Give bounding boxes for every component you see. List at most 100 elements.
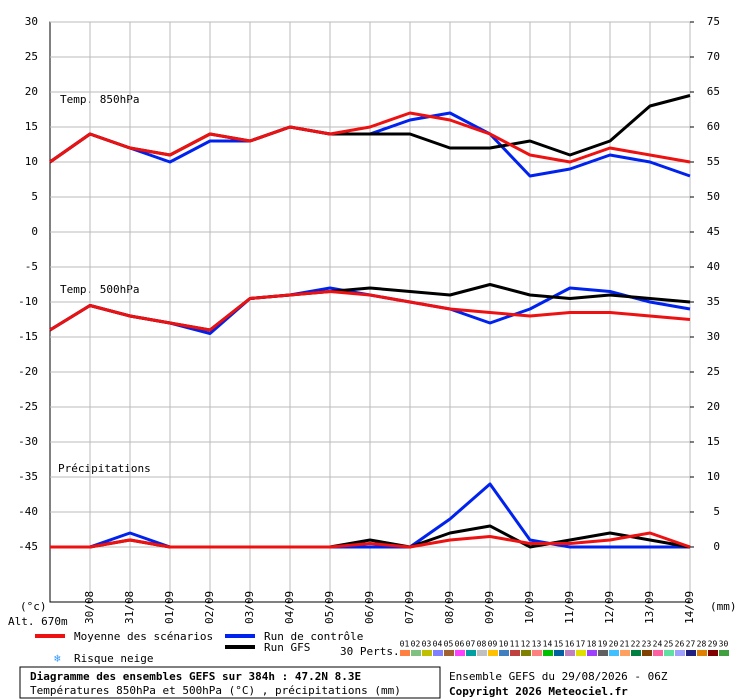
y-tick-label: -45: [18, 540, 38, 553]
pert-swatch: [686, 650, 696, 656]
y-tick-label: 0: [31, 225, 38, 238]
pert-number: 11: [510, 640, 520, 649]
altitude: Alt. 670m: [8, 615, 68, 628]
y-tick-label: -25: [18, 400, 38, 413]
pert-number: 21: [620, 640, 630, 649]
y-tick-label: 30: [25, 15, 38, 28]
series-line: [49, 111, 691, 164]
y2-tick-label: 20: [707, 400, 720, 413]
legend-label: Run GFS: [264, 641, 310, 654]
panel-label: Précipitations: [58, 462, 151, 475]
y2-tick-label: 15: [707, 435, 720, 448]
pert-number: 13: [532, 640, 542, 649]
y2-tick-label: 70: [707, 50, 720, 63]
pert-number: 06: [455, 640, 465, 649]
y2-tick-label: 55: [707, 155, 720, 168]
pert-swatch: [510, 650, 520, 656]
panel-label: Temp. 500hPa: [60, 283, 139, 296]
pert-number: 12: [521, 640, 531, 649]
y-tick-label: -15: [18, 330, 38, 343]
y-tick-label: -35: [18, 470, 38, 483]
pert-number: 04: [433, 640, 443, 649]
pert-swatch: [609, 650, 619, 656]
y2-tick-label: 75: [707, 15, 720, 28]
pert-number: 18: [587, 640, 597, 649]
pert-number: 19: [598, 640, 608, 649]
panel-label: Temp. 850hPa: [60, 93, 139, 106]
y-tick-label: -40: [18, 505, 38, 518]
y-tick-label: -20: [18, 365, 38, 378]
pert-swatch: [675, 650, 685, 656]
pert-swatch: [664, 650, 674, 656]
footer-copyright: Copyright 2026 Meteociel.fr: [449, 685, 628, 698]
legend-label: Moyenne des scénarios: [74, 630, 213, 643]
x-tick-label: 14/09: [683, 591, 696, 624]
x-tick-label: 03/09: [243, 591, 256, 624]
y-tick-label: 15: [25, 120, 38, 133]
footer-title: Diagramme des ensembles GEFS sur 384h : …: [30, 670, 361, 683]
series-line: [50, 482, 690, 549]
pert-number: 10: [499, 640, 509, 649]
snow-icon: ❄: [54, 652, 61, 665]
pert-swatch: [521, 650, 531, 656]
pert-swatch: [455, 650, 465, 656]
pert-swatch: [620, 650, 630, 656]
y-tick-label: 10: [25, 155, 38, 168]
y2-tick-label: 60: [707, 120, 720, 133]
pert-swatch: [576, 650, 586, 656]
pert-swatch: [631, 650, 641, 656]
pert-swatch: [433, 650, 443, 656]
x-tick-label: 30/08: [83, 591, 96, 624]
pert-number: 24: [653, 640, 663, 649]
y-tick-label: -10: [18, 295, 38, 308]
pert-number: 02: [411, 640, 421, 649]
y2-tick-label: 40: [707, 260, 720, 273]
y-tick-label: 5: [31, 190, 38, 203]
perts-label: 30 Perts.: [340, 645, 400, 658]
pert-swatch: [719, 650, 729, 656]
footer-run: Ensemble GEFS du 29/08/2026 - 06Z: [449, 670, 668, 683]
pert-number: 16: [565, 640, 575, 649]
x-tick-label: 11/09: [563, 591, 576, 624]
pert-swatch: [565, 650, 575, 656]
pert-number: 05: [444, 640, 454, 649]
pert-swatch: [499, 650, 509, 656]
footer-box: [19, 666, 441, 699]
y2-tick-label: 45: [707, 225, 720, 238]
y2-tick-label: 25: [707, 365, 720, 378]
pert-swatch: [477, 650, 487, 656]
footer-subtitle: Températures 850hPa et 500hPa (°C) , pré…: [30, 684, 401, 697]
x-tick-label: 02/09: [203, 591, 216, 624]
pert-swatch: [543, 650, 553, 656]
pert-number: 17: [576, 640, 586, 649]
pert-swatch: [488, 650, 498, 656]
x-tick-label: 10/09: [523, 591, 536, 624]
y-tick-label: -30: [18, 435, 38, 448]
pert-number: 22: [631, 640, 641, 649]
y-tick-label: 25: [25, 50, 38, 63]
pert-swatch: [532, 650, 542, 656]
x-tick-label: 01/09: [163, 591, 176, 624]
snow-label: Risque neige: [74, 652, 153, 665]
y2-tick-label: 65: [707, 85, 720, 98]
lines: [49, 94, 691, 549]
x-tick-label: 08/09: [443, 591, 456, 624]
legend-label: Run de contrôle: [264, 630, 363, 643]
y2-tick-label: 5: [713, 505, 720, 518]
x-tick-label: 31/08: [123, 591, 136, 624]
pert-number: 03: [422, 640, 432, 649]
pert-number: 23: [642, 640, 652, 649]
x-tick-label: 09/09: [483, 591, 496, 624]
y2-tick-label: 10: [707, 470, 720, 483]
pert-swatch: [598, 650, 608, 656]
right-unit: (mm): [710, 600, 737, 613]
pert-number: 20: [609, 640, 619, 649]
pert-swatch: [466, 650, 476, 656]
pert-number: 30: [719, 640, 729, 649]
pert-swatch: [444, 650, 454, 656]
x-tick-label: 04/09: [283, 591, 296, 624]
pert-swatch: [642, 650, 652, 656]
pert-swatch: [554, 650, 564, 656]
pert-number: 15: [554, 640, 564, 649]
